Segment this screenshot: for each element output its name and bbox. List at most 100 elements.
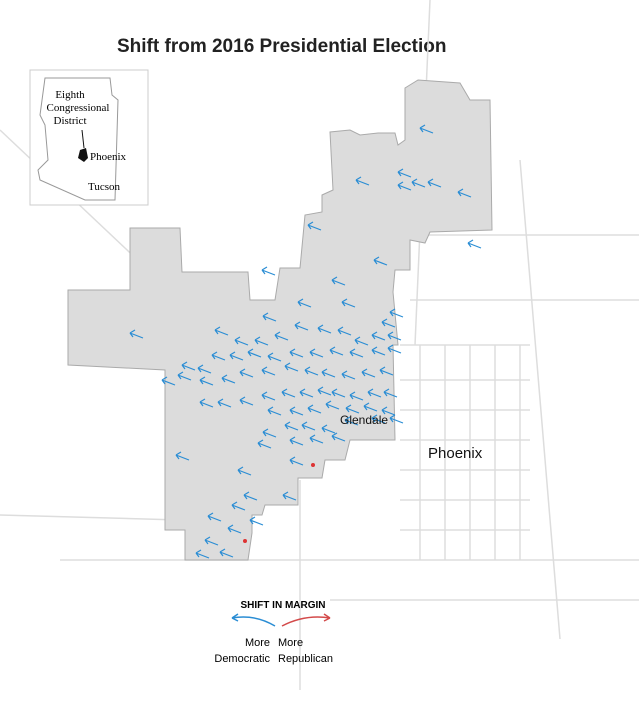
legend-arrow-dem — [231, 613, 276, 627]
shift-arrow — [397, 181, 412, 191]
shift-arrow — [371, 331, 386, 341]
shift-arrow — [381, 318, 396, 328]
shift-arrow — [282, 491, 297, 501]
shift-arrow — [175, 451, 190, 461]
shift-arrow — [337, 326, 352, 336]
shift-arrow — [267, 406, 282, 416]
republican-dot — [311, 463, 315, 467]
shift-arrow — [237, 466, 252, 476]
shift-arrow — [297, 298, 312, 308]
shift-arrow — [321, 424, 336, 434]
shift-arrow — [199, 376, 214, 386]
shift-arrow — [262, 312, 277, 322]
shift-arrow — [129, 329, 144, 339]
shift-arrow — [383, 388, 398, 398]
shift-arrow — [284, 362, 299, 372]
shift-arrow — [274, 331, 289, 341]
shift-arrow — [371, 414, 386, 424]
republican-dot — [243, 539, 247, 543]
shift-arrow — [219, 548, 234, 558]
shift-arrow — [181, 361, 196, 371]
shift-arrow — [243, 491, 258, 501]
shift-arrow — [204, 536, 219, 546]
shift-arrow — [289, 456, 304, 466]
shift-arrow — [214, 326, 229, 336]
shift-arrow — [262, 428, 277, 438]
shift-arrow — [341, 370, 356, 380]
shift-arrow — [267, 352, 282, 362]
shift-arrow — [345, 404, 360, 414]
shift-arrow — [419, 124, 434, 134]
shift-arrow — [381, 406, 396, 416]
shift-arrow — [373, 256, 388, 266]
shift-arrow — [427, 178, 442, 188]
shift-arrow — [331, 432, 346, 442]
legend: SHIFT IN MARGIN More Democratic More Rep… — [214, 600, 333, 665]
shift-arrow — [261, 391, 276, 401]
shift-arrow — [301, 421, 316, 431]
shift-arrow — [344, 416, 359, 426]
shift-arrow — [389, 308, 404, 318]
district-inset — [78, 148, 88, 162]
shift-arrow — [229, 351, 244, 361]
shift-arrow — [161, 376, 176, 386]
shift-arrow — [354, 336, 369, 346]
shift-arrow — [284, 421, 299, 431]
shift-arrow — [349, 348, 364, 358]
legend-label: Democratic — [214, 653, 270, 665]
shift-arrow — [321, 368, 336, 378]
leader-line — [81, 129, 85, 149]
shift-arrow — [221, 374, 236, 384]
shift-arrow — [389, 414, 404, 424]
shift-arrow — [387, 344, 402, 354]
shift-arrow — [397, 168, 412, 178]
shift-arrow — [331, 388, 346, 398]
legend-label: More — [245, 637, 270, 649]
inset: Eighth Congressional District Phoenix Tu… — [29, 69, 149, 206]
shift-arrow — [299, 388, 314, 398]
shift-arrow — [254, 336, 269, 346]
legend-label: More — [278, 637, 303, 649]
shift-arrow — [289, 436, 304, 446]
inset-label: District — [54, 115, 87, 127]
shift-arrow — [247, 348, 262, 358]
shift-arrow — [294, 321, 309, 331]
shift-arrow — [411, 178, 426, 188]
shift-arrow — [309, 348, 324, 358]
shift-arrow — [307, 221, 322, 231]
shift-arrow — [371, 346, 386, 356]
inset-label: Eighth — [55, 89, 85, 101]
shift-arrow — [329, 346, 344, 356]
shift-arrow — [307, 404, 322, 414]
legend-label: Republican — [278, 653, 333, 665]
arizona — [37, 77, 119, 201]
shift-arrow — [361, 368, 376, 378]
shift-arrow — [317, 386, 332, 396]
shift-arrow — [207, 512, 222, 522]
shift-arrow — [331, 276, 346, 286]
shift-arrow — [261, 266, 276, 276]
phoenix-label: Phoenix — [428, 445, 483, 462]
inset-city: Tucson — [88, 181, 120, 193]
shift-arrow — [249, 516, 264, 526]
shift-arrow — [317, 324, 332, 334]
inset-label: Congressional — [47, 102, 110, 114]
shift-arrow — [227, 524, 242, 534]
shift-arrow — [379, 366, 394, 376]
shift-arrow — [239, 368, 254, 378]
shift-arrow — [355, 176, 370, 186]
shift-arrow — [177, 371, 192, 381]
shift-arrow — [341, 298, 356, 308]
legend-arrow-rep — [281, 613, 331, 627]
shift-arrow — [304, 366, 319, 376]
shift-arrow — [289, 406, 304, 416]
shift-arrow — [199, 398, 214, 408]
district — [67, 79, 493, 561]
shift-arrow — [257, 439, 272, 449]
shift-arrow — [217, 398, 232, 408]
shift-arrow — [211, 351, 226, 361]
shift-arrow — [281, 388, 296, 398]
shift-arrow — [234, 336, 249, 346]
shift-arrow — [457, 188, 472, 198]
